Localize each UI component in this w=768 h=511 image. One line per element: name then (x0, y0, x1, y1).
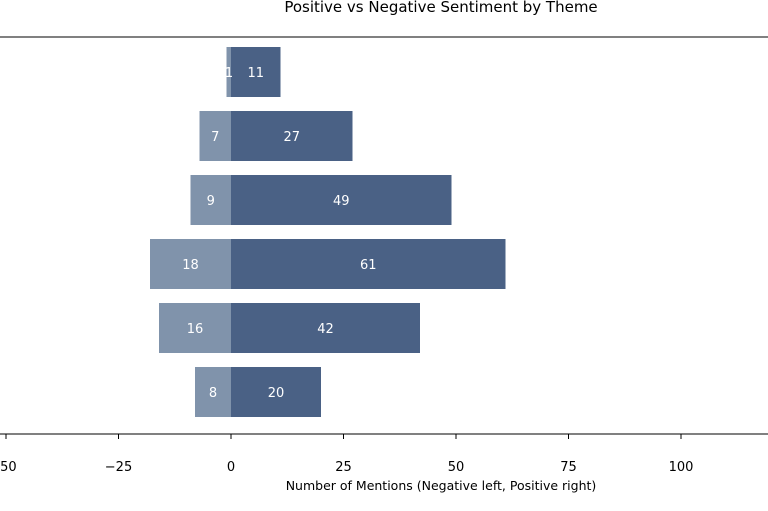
negative-bar-6 (195, 367, 231, 417)
positive-bar-6 (231, 367, 321, 417)
x-tick-label-7: 100 (669, 460, 694, 475)
negative-bar-4 (150, 239, 231, 289)
negative-value-label-3: 9 (207, 194, 215, 209)
positive-value-label-2: 27 (283, 130, 300, 145)
negative-value-label-6: 8 (209, 386, 217, 401)
negative-bar-1 (226, 47, 231, 97)
x-ticks-group: -50 −25 0 25 50 75 100 (0, 434, 693, 475)
positive-bar-1 (231, 47, 281, 97)
x-axis-label: Number of Mentions (Negative left, Posit… (286, 478, 597, 493)
positive-value-label-6: 20 (268, 386, 285, 401)
positive-value-label-4: 61 (360, 258, 377, 273)
positive-bar-3 (231, 175, 452, 225)
positive-bar-5 (231, 303, 420, 353)
x-tick-label-6: 75 (560, 460, 577, 475)
negative-value-label-5: 16 (187, 322, 204, 337)
x-tick-label-4: 25 (335, 460, 352, 475)
positive-value-label-3: 49 (333, 194, 350, 209)
x-tick-label-1: -50 (0, 460, 17, 475)
negative-bar-2 (199, 111, 231, 161)
negative-value-label-2: 7 (211, 130, 219, 145)
positive-value-label-5: 42 (317, 322, 334, 337)
x-tick-label-5: 50 (448, 460, 465, 475)
negative-value-label-4: 18 (182, 258, 199, 273)
x-tick-label-3: 0 (227, 460, 235, 475)
x-tick-label-2: −25 (105, 460, 132, 475)
chart-title: Positive vs Negative Sentiment by Theme (284, 0, 597, 16)
bars-group: 1 7 9 18 16 8 11 27 49 61 42 20 (150, 47, 506, 417)
positive-bar-4 (231, 239, 506, 289)
negative-bar-5 (159, 303, 231, 353)
negative-value-label-1: 1 (225, 66, 233, 81)
positive-value-label-1: 11 (247, 66, 264, 81)
negative-bar-3 (190, 175, 231, 225)
positive-bar-2 (231, 111, 353, 161)
